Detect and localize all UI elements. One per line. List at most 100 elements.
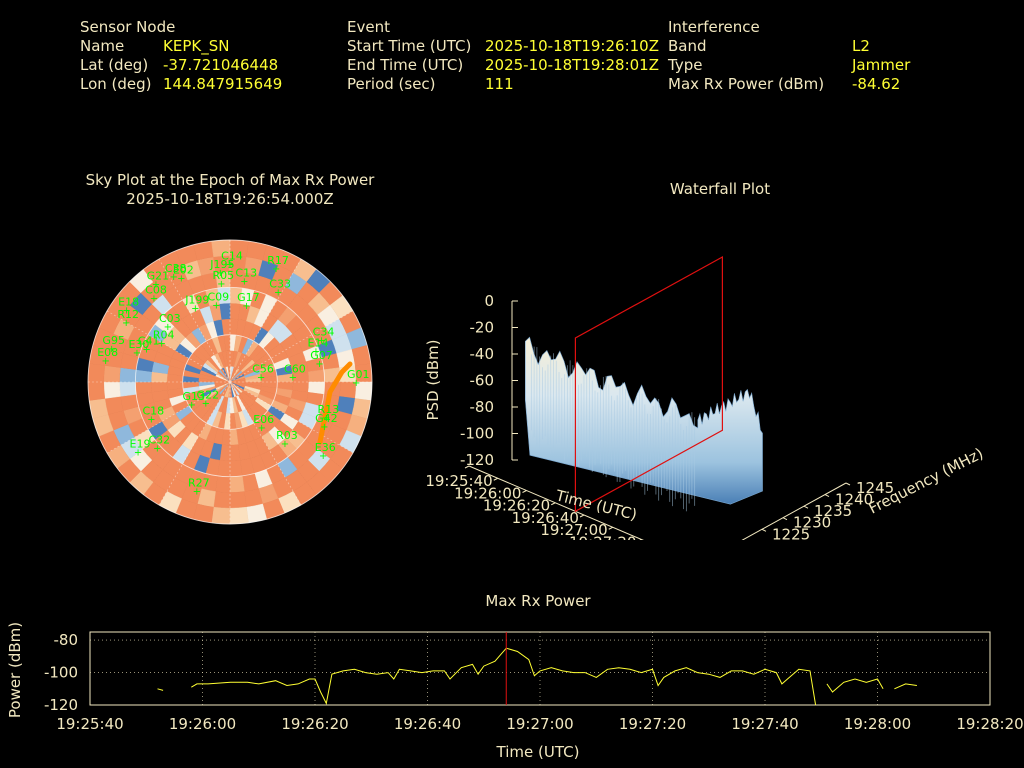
sky-cell — [150, 381, 168, 393]
waterfall-freq-tick-label: 1235 — [814, 502, 852, 520]
sky-elevation-ring — [182, 334, 278, 430]
waterfall-time-tick — [639, 539, 642, 540]
satellite-label: E02 — [173, 264, 194, 277]
waterfall-chart: 0-20-40-60-80-100-12019:25:4019:26:0019:… — [424, 255, 986, 540]
satellite-label: C08 — [145, 284, 167, 297]
event-period-value: 111 — [485, 75, 514, 93]
satellite-label: C18 — [143, 405, 165, 418]
satellite-plus: + — [281, 439, 289, 450]
satellite-plus: + — [193, 487, 201, 498]
event-start-value: 2025-10-18T19:26:10Z — [485, 37, 659, 55]
satellite-plus: + — [317, 335, 325, 346]
max-power-epoch-plane — [574, 255, 723, 513]
interference-power-label: Max Rx Power (dBm) — [668, 75, 825, 93]
satellite-plus: + — [202, 398, 210, 409]
satellite-plus: + — [216, 268, 224, 279]
sensor-heading: Sensor Node — [80, 18, 176, 36]
satellite-label: C09 — [207, 290, 229, 303]
waterfall-freq-tick-label: 1225 — [772, 525, 810, 540]
interference-heading: Interference — [668, 18, 760, 36]
satellite-label: R03 — [276, 429, 298, 442]
sky-cell — [135, 381, 153, 395]
satellite-e08: +E08 — [97, 346, 118, 367]
satellite-label: C60 — [284, 362, 306, 375]
satellite-label: G21 — [147, 270, 170, 283]
waterfall-freq-tick-label: 1240 — [835, 491, 873, 509]
skyplot-chart: +C14+J195+E02 +R17+C13+R05+C38+G21+C08+E1… — [87, 239, 373, 525]
satellite-label: G42 — [315, 412, 338, 425]
waterfall-time-tick — [522, 490, 527, 493]
satellite-plus: + — [240, 276, 248, 287]
satellite-plus: + — [108, 344, 116, 355]
waterfall-time-tick-label: 19:26:40 — [512, 509, 579, 527]
satellite-plus: + — [164, 322, 172, 333]
satellite-c32: +C32 — [148, 433, 170, 454]
sensor-lat-value: -37.721046448 — [163, 56, 279, 74]
interference-type-label: Type — [668, 56, 703, 74]
power-xlabel: Time (UTC) — [496, 743, 580, 761]
sky-cell — [229, 491, 247, 509]
satellite-label: R04 — [153, 329, 175, 342]
satellite-j195: +J195 — [209, 258, 234, 279]
satellite-g95: +G95 — [102, 334, 125, 355]
satellite-label: C13 — [235, 266, 257, 279]
satellite-plus: + — [212, 300, 220, 311]
sky-cell — [87, 381, 106, 401]
satellite-label: R05 — [213, 269, 235, 282]
power-x-tick-label: 19:27:40 — [731, 715, 798, 733]
power-x-tick-label: 19:28:20 — [956, 715, 1023, 733]
satellite-e14: +E14 — [308, 337, 329, 358]
satellite-plus: + — [217, 279, 225, 290]
satellite-r05: +R05 — [213, 269, 235, 290]
skyplot-subtitle: 2025-10-18T19:26:54.000Z — [126, 190, 334, 208]
satellite-g21: +G21 — [147, 270, 170, 291]
satellite-plus: + — [122, 318, 130, 329]
skyplot-grid — [87, 239, 373, 525]
satellite-g22: +G22 — [197, 388, 220, 409]
satellite-e30: +E30 — [128, 338, 149, 359]
satellite-label: R12 — [117, 308, 139, 321]
waterfall-axes — [464, 300, 851, 540]
waterfall-time-tick-label: 19:25:40 — [425, 472, 492, 490]
sky-cell — [103, 365, 121, 383]
satellite-r04: +R04 — [153, 329, 175, 350]
satellite-label: R17 — [267, 254, 289, 267]
satellite-plus: + — [226, 260, 234, 271]
sky-cell — [229, 444, 241, 462]
waterfall-time-tick — [551, 502, 556, 506]
waterfall-freq-tick — [824, 494, 830, 498]
satellite-label: J195 — [209, 258, 234, 271]
interference-power-value: -84.62 — [852, 75, 901, 93]
satellite-g01: +G01 — [347, 368, 370, 389]
skyplot-satellites: +C14+J195+E02 +R17+C13+R05+C38+G21+C08+E1… — [97, 250, 369, 498]
satellite-r27: +R27 — [188, 477, 210, 498]
power-x-tick-label: 19:25:40 — [56, 715, 123, 733]
satellite-label: G13 — [182, 390, 205, 403]
interference-track — [317, 361, 353, 445]
event-period-label: Period (sec) — [347, 75, 436, 93]
satellite-plus: + — [242, 301, 250, 312]
waterfall-time-tick — [464, 465, 470, 469]
satellite-r17: +R17 — [267, 254, 289, 275]
satellite-plus: + — [102, 356, 110, 367]
satellite-plus: + — [257, 373, 265, 384]
sky-cell — [215, 475, 231, 493]
satellite-plus: + — [152, 280, 160, 291]
satellite-plus: + — [257, 423, 265, 434]
event-start-label: Start Time (UTC) — [347, 37, 472, 55]
sky-cell — [307, 369, 325, 383]
satellite-plus: + — [150, 294, 158, 305]
satellite-c41: +C41 — [138, 334, 160, 355]
waterfall-time-tick-label: 19:27:00 — [540, 521, 607, 539]
satellite-plus: + — [177, 274, 185, 285]
satellite-label: G95 — [102, 334, 125, 347]
interference-band-label: Band — [668, 37, 707, 55]
sensor-lon-label: Lon (deg) — [80, 75, 152, 93]
sky-cell — [229, 475, 245, 493]
sky-cell — [229, 506, 249, 525]
satellite-plus: + — [191, 304, 199, 315]
satellite-plus: + — [157, 339, 165, 350]
power-x-tick-label: 19:26:40 — [394, 715, 461, 733]
satellite-c08: +C08 — [145, 284, 167, 305]
